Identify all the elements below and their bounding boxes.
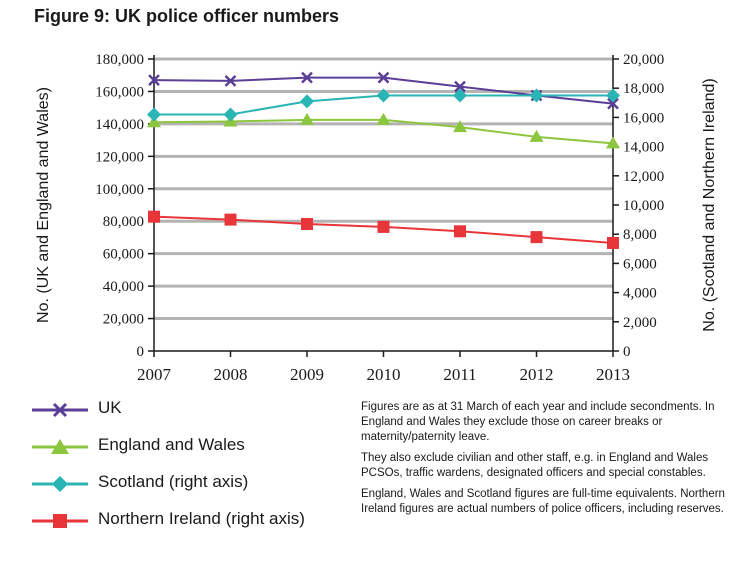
y-left-tick-label: 100,000 (95, 182, 144, 198)
legend-label-northern-ireland: Northern Ireland (right axis) (98, 509, 305, 529)
data-point (377, 113, 391, 125)
x-tick-label: 2010 (367, 365, 401, 384)
data-point (147, 107, 161, 121)
legend-item-scotland: Scotland (right axis) (32, 468, 352, 505)
legend-label-scotland: Scotland (right axis) (98, 472, 248, 492)
x-tick-label: 2011 (443, 365, 476, 384)
legend-swatch-uk (32, 399, 92, 421)
x-tick-label: 2007 (137, 365, 172, 384)
data-point (301, 218, 313, 230)
data-point (300, 113, 314, 125)
legend-item-uk: UK (32, 394, 352, 431)
data-point (378, 221, 390, 233)
note-paragraph: England, Wales and Scotland figures are … (361, 487, 731, 517)
y-right-tick-label: 2,000 (623, 315, 657, 331)
data-point (225, 214, 237, 226)
data-point (224, 107, 238, 121)
legend-item-england-wales: England and Wales (32, 431, 352, 468)
y-right-tick-label: 10,000 (623, 198, 664, 214)
y-right-tick-label: 8,000 (623, 227, 657, 243)
legend-label-uk: UK (98, 398, 122, 418)
x-tick-label: 2013 (596, 365, 630, 384)
data-point (531, 231, 543, 243)
x-tick-label: 2012 (520, 365, 554, 384)
data-point (607, 237, 619, 249)
legend: UK England and Wales Scotland (right axi… (32, 394, 352, 542)
legend-item-northern-ireland: Northern Ireland (right axis) (32, 505, 352, 542)
notes: Figures are as at 31 March of each year … (361, 400, 731, 523)
note-paragraph: Figures are as at 31 March of each year … (361, 400, 731, 445)
x-tick-label: 2009 (290, 365, 324, 384)
y-left-tick-label: 160,000 (95, 84, 144, 100)
line-chart: 0 20,000 40,000 60,000 80,000 100,000 120,000 1… (0, 0, 739, 400)
legend-swatch-england-wales (32, 436, 92, 458)
legend-swatch-northern-ireland (32, 510, 92, 532)
y-left-tick-label: 80,000 (103, 214, 144, 230)
y-left-tick-label: 140,000 (95, 117, 144, 133)
legend-label-england-wales: England and Wales (98, 435, 245, 455)
y-left-tick-label: 20,000 (103, 312, 144, 328)
legend-swatch-scotland (32, 473, 92, 495)
note-paragraph: They also exclude civilian and other sta… (361, 451, 731, 481)
y-right-tick-label: 20,000 (623, 52, 664, 68)
data-point (148, 211, 160, 223)
y-right-tick-label: 6,000 (623, 256, 657, 272)
y-left-axis-label: No. (UK and England and Wales) (35, 87, 52, 323)
data-point (300, 94, 314, 108)
y-left-tick-label: 180,000 (95, 52, 144, 68)
y-left-tick-label: 0 (137, 344, 145, 360)
y-right-tick-label: 14,000 (623, 140, 664, 156)
y-left-tick-label: 120,000 (95, 149, 144, 165)
y-right-tick-label: 18,000 (623, 81, 664, 97)
y-right-tick-label: 12,000 (623, 169, 664, 185)
y-left-tick-label: 40,000 (103, 279, 144, 295)
y-right-tick-label: 16,000 (623, 110, 664, 126)
y-right-axis-label: No. (Scotland and Northern Ireland) (701, 78, 718, 331)
x-tick-label: 2008 (214, 365, 248, 384)
y-left-tick-label: 60,000 (103, 247, 144, 263)
y-right-tick-label: 0 (623, 344, 631, 360)
data-point (454, 225, 466, 237)
y-right-tick-label: 4,000 (623, 286, 657, 302)
